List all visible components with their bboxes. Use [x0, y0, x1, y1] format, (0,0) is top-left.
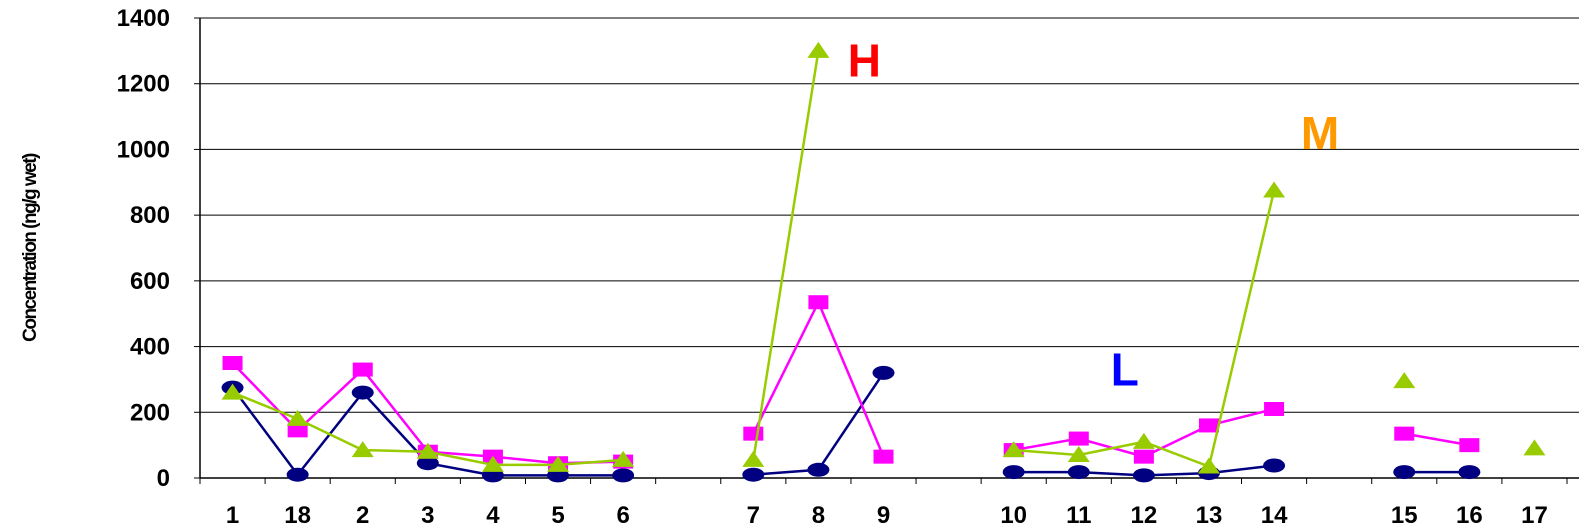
- data-point: [1264, 402, 1285, 416]
- y-tick-label: 1200: [117, 71, 170, 98]
- data-point: [808, 295, 829, 310]
- x-tick-label: 11: [1066, 502, 1091, 529]
- data-point: [1133, 449, 1154, 464]
- data-point: [1132, 432, 1155, 449]
- x-tick-label: 9: [877, 502, 890, 529]
- y-tick-label: 800: [130, 202, 170, 229]
- data-point: [481, 455, 504, 472]
- data-point: [743, 426, 764, 441]
- gridlines: [200, 17, 1579, 413]
- data-point: [1067, 446, 1090, 462]
- x-tick-label: 2: [356, 502, 369, 529]
- data-point: [481, 468, 504, 483]
- series-line: [752, 299, 885, 458]
- y-axis-label: Concentration (ng/g wet): [20, 153, 41, 342]
- x-tick-label: 4: [486, 502, 500, 529]
- x-tick-label: 10: [1000, 502, 1027, 529]
- data-point: [1132, 468, 1155, 483]
- data-point: [1068, 431, 1089, 446]
- data-point: [416, 442, 439, 459]
- x-tick-label: 16: [1456, 502, 1483, 529]
- x-tick-label: 18: [284, 502, 311, 529]
- x-tick-label: 13: [1196, 502, 1223, 529]
- y-tick-label: 1400: [117, 5, 170, 32]
- data-point: [612, 450, 635, 467]
- annotation-h: H: [848, 35, 881, 87]
- axes: [194, 17, 1579, 484]
- data-point: [1067, 465, 1090, 480]
- series-line: [1013, 190, 1276, 469]
- x-tick-label: 15: [1391, 502, 1418, 529]
- x-tick-label: 14: [1261, 502, 1288, 529]
- annotations: H M L: [848, 35, 1339, 396]
- data-point: [1263, 458, 1286, 473]
- y-tick-label: 0: [157, 465, 170, 492]
- y-tick-label: 600: [130, 268, 170, 295]
- series-line: [753, 372, 885, 476]
- series-triangle: [221, 41, 1546, 474]
- data-point: [1198, 418, 1219, 433]
- series-group: [221, 41, 1546, 483]
- data-point: [742, 450, 765, 467]
- series-circle: [221, 365, 1481, 483]
- data-point: [1394, 426, 1415, 441]
- x-tick-labels: 1 18 2 3 4 5 6 7 8 9 10 11 12 13 14 15 16 17: [226, 502, 1548, 529]
- x-tick-label: 7: [747, 502, 760, 529]
- annotation-m: M: [1301, 107, 1339, 159]
- annotation-l: L: [1111, 344, 1139, 396]
- data-point: [287, 423, 308, 438]
- data-point: [1263, 181, 1286, 198]
- x-tick-label: 3: [421, 502, 434, 529]
- data-point: [1523, 439, 1546, 456]
- data-point: [1458, 465, 1481, 480]
- data-point: [351, 441, 374, 458]
- data-point: [547, 468, 570, 483]
- x-tick-label: 1: [226, 502, 239, 529]
- data-point: [416, 456, 439, 471]
- data-point: [1459, 438, 1480, 453]
- data-point: [873, 449, 894, 464]
- x-tick-label: 17: [1521, 502, 1548, 529]
- data-point: [1393, 465, 1416, 480]
- x-tick-label: 8: [812, 502, 825, 529]
- series-line: [752, 50, 820, 461]
- data-point: [612, 468, 635, 483]
- data-point: [807, 41, 830, 58]
- data-point: [286, 409, 309, 426]
- series-line: [1404, 432, 1470, 447]
- data-point: [351, 385, 374, 400]
- data-point: [352, 362, 373, 377]
- series-line: [1013, 407, 1275, 458]
- y-tick-label: 1000: [117, 136, 170, 163]
- data-point: [1197, 457, 1220, 474]
- x-tick-label: 6: [616, 502, 629, 529]
- data-point: [807, 462, 830, 477]
- y-tick-label: 400: [130, 334, 170, 361]
- data-point: [221, 383, 244, 400]
- data-point: [286, 467, 309, 482]
- x-tick-label: 5: [551, 502, 564, 529]
- x-tick-label: 12: [1131, 502, 1158, 529]
- data-point: [547, 455, 570, 472]
- data-point: [1393, 372, 1416, 389]
- data-point: [1002, 441, 1025, 458]
- y-tick-labels: 0 200 400 600 800 1000 1200 1400: [117, 5, 170, 492]
- data-point: [1002, 465, 1025, 480]
- data-point: [742, 467, 765, 482]
- data-point: [222, 356, 243, 370]
- data-point: [872, 365, 895, 380]
- y-tick-label: 200: [130, 399, 170, 426]
